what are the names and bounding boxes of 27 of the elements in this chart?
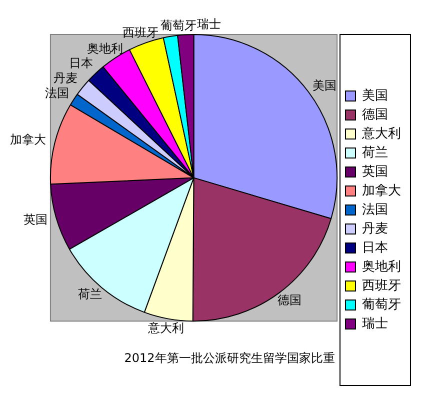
legend-label: 西班牙: [362, 278, 401, 294]
legend-label: 加拿大: [362, 183, 401, 198]
slice-label: 瑞士: [197, 16, 222, 31]
slice-label: 日本: [69, 56, 94, 70]
slice-label: 荷兰: [78, 287, 102, 302]
legend-label: 荷兰: [362, 145, 388, 160]
slice-label: 美国: [312, 78, 336, 92]
slice-label: 意大利: [146, 320, 184, 335]
legend-label: 日本: [362, 240, 388, 256]
legend-label: 意大利: [361, 126, 401, 142]
slice-label: 英国: [23, 212, 48, 227]
legend-label: 德国: [362, 107, 388, 122]
legend-label: 法国: [362, 202, 388, 218]
slice-label: 丹麦: [53, 71, 78, 86]
legend-label: 瑞士: [362, 316, 388, 332]
legend-label: 美国: [362, 87, 388, 104]
slice-label: 奥地利: [87, 41, 124, 56]
legend-label: 奥地利: [362, 259, 401, 274]
legend-label: 英国: [362, 164, 388, 180]
slice-label: 葡萄牙: [160, 18, 196, 33]
legend-label: 丹麦: [362, 221, 388, 236]
slice-label: 法国: [44, 86, 69, 100]
slice-label: 加拿大: [10, 132, 46, 147]
legend-label: 葡萄牙: [362, 297, 401, 312]
slice-label: 德国: [277, 293, 302, 308]
slice-label: 西班牙: [122, 25, 159, 40]
text: 2012年第一批公派研究生留学国家比重: [124, 350, 335, 365]
